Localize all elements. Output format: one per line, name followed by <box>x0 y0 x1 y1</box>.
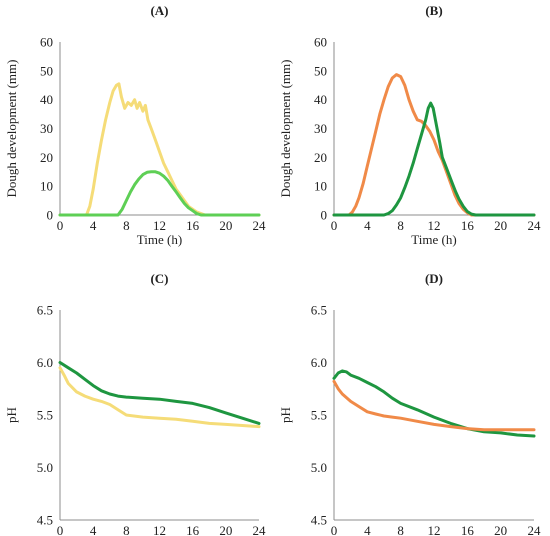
series-line-b-1 <box>332 73 536 217</box>
x-tick-label-c: 16 <box>186 523 200 536</box>
y-tick-label-a: 10 <box>40 179 53 194</box>
x-tick-label-c: 20 <box>219 523 232 536</box>
y-tick-label-d: 4.5 <box>311 513 327 528</box>
y-tick-label-b: 30 <box>314 121 327 136</box>
y-tick-label-c: 4.5 <box>37 513 53 528</box>
panel-title-d: (D) <box>425 271 443 286</box>
panel-d: (D)4.55.05.56.06.504812162024Time (h)pH <box>278 271 541 536</box>
y-tick-label-c: 6.0 <box>37 355 53 370</box>
series-line-d-1 <box>332 369 536 438</box>
y-tick-label-b: 0 <box>321 208 328 223</box>
x-tick-label-a: 16 <box>186 218 200 233</box>
x-tick-label-a: 24 <box>253 218 267 233</box>
x-tick-label-c: 24 <box>253 523 267 536</box>
x-axis-title-b: Time (h) <box>411 232 456 247</box>
y-tick-label-d: 5.5 <box>311 408 327 423</box>
series-line-b-2 <box>332 101 536 217</box>
y-tick-label-b: 40 <box>314 92 327 107</box>
x-tick-label-a: 12 <box>153 218 166 233</box>
x-tick-label-d: 12 <box>428 523 441 536</box>
x-tick-label-c: 12 <box>153 523 166 536</box>
x-tick-label-c: 4 <box>90 523 97 536</box>
y-tick-label-a: 50 <box>40 63 53 78</box>
x-tick-label-b: 8 <box>397 218 404 233</box>
x-tick-label-b: 4 <box>364 218 371 233</box>
y-tick-label-b: 50 <box>314 63 327 78</box>
x-tick-label-a: 8 <box>123 218 130 233</box>
y-tick-label-c: 5.5 <box>37 408 53 423</box>
y-tick-label-b: 20 <box>314 150 327 165</box>
y-axis-title-c: pH <box>4 407 19 423</box>
y-axis-title-b: Dough development (mm) <box>278 60 293 198</box>
y-tick-label-b: 60 <box>314 35 327 50</box>
y-tick-label-a: 30 <box>40 121 53 136</box>
x-tick-label-c: 8 <box>123 523 130 536</box>
series-line-c-2 <box>58 366 261 429</box>
y-tick-label-d: 6.5 <box>311 303 327 318</box>
x-tick-label-b: 20 <box>494 218 507 233</box>
y-tick-label-d: 6.0 <box>311 355 327 370</box>
x-tick-label-c: 0 <box>57 523 64 536</box>
y-axis-title-a: Dough development (mm) <box>4 60 19 198</box>
panel-b: (B) 0 10 20 30 40 50 60 0 4 8 12 16 20 24 Time (h) Dough… <box>278 3 541 247</box>
x-tick-label-d: 8 <box>397 523 404 536</box>
y-axis-title-d: pH <box>278 407 293 423</box>
y-tick-label-a: 40 <box>40 92 53 107</box>
x-tick-label-d: 24 <box>528 523 542 536</box>
x-axis-title-a: Time (h) <box>137 232 182 247</box>
panel-title-b: (B) <box>425 3 442 18</box>
x-tick-label-a: 4 <box>90 218 97 233</box>
series-line-a-2 <box>58 170 261 217</box>
y-tick-label-d: 5.0 <box>311 460 327 475</box>
y-tick-label-a: 60 <box>40 35 53 50</box>
x-tick-label-b: 16 <box>461 218 475 233</box>
panel-a: (A) 0 10 20 30 40 50 60 0 4 8 12 16 20 24 Time (h) Dough… <box>4 3 266 247</box>
x-tick-label-a: 0 <box>57 218 64 233</box>
x-tick-label-d: 20 <box>494 523 507 536</box>
x-tick-label-b: 24 <box>528 218 542 233</box>
x-tick-label-d: 0 <box>331 523 338 536</box>
x-tick-label-d: 16 <box>461 523 475 536</box>
y-tick-label-a: 0 <box>47 208 54 223</box>
y-tick-label-c: 5.0 <box>37 460 53 475</box>
y-tick-label-c: 6.5 <box>37 303 53 318</box>
x-tick-label-a: 20 <box>219 218 232 233</box>
y-tick-label-b: 10 <box>314 179 327 194</box>
x-tick-label-d: 4 <box>364 523 371 536</box>
panel-c: (C)4.55.05.56.06.504812162024Time (h)pH <box>4 271 266 536</box>
series-line-a-1 <box>58 82 261 217</box>
x-tick-label-b: 12 <box>428 218 441 233</box>
series-line-c-1 <box>58 361 261 425</box>
panel-title-a: (A) <box>150 3 168 18</box>
series-line-d-2 <box>332 379 536 432</box>
x-tick-label-b: 0 <box>331 218 338 233</box>
y-tick-label-a: 20 <box>40 150 53 165</box>
panel-title-c: (C) <box>150 271 168 286</box>
